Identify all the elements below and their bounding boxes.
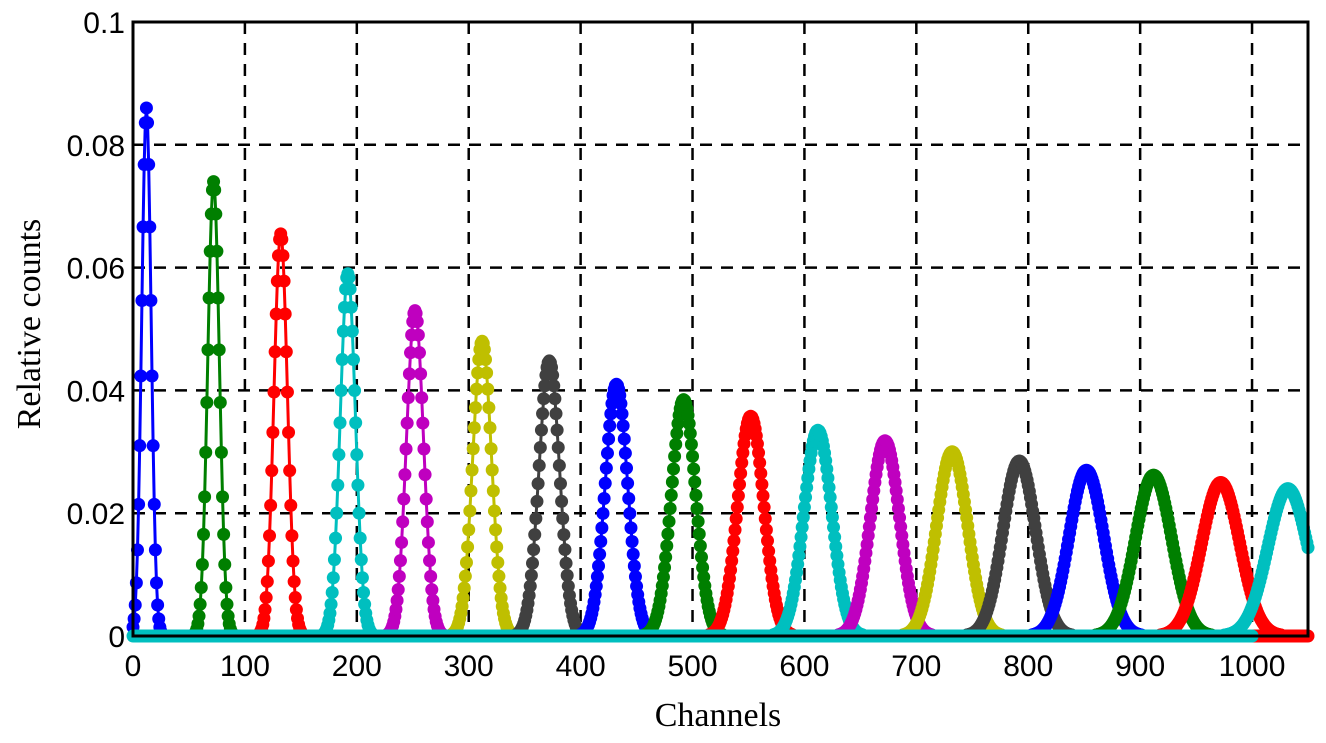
x-tick-label: 1000	[1219, 650, 1286, 683]
y-axis-ticks: 0 0.02 0.04 0.06 0.08 0.1	[67, 7, 125, 654]
plot-series	[126, 101, 1315, 643]
y-tick-label: 0.08	[67, 130, 125, 163]
x-tick-label: 800	[1003, 650, 1053, 683]
series-peak-5	[381, 304, 449, 641]
x-tick-label: 200	[332, 650, 382, 683]
x-tick-label: 300	[444, 650, 494, 683]
x-axis-ticks: 0 100 200 300 400 500 600 700 800 900 1000	[125, 650, 1286, 683]
series-peak-8	[574, 377, 659, 641]
x-axis-label: Channels	[655, 697, 782, 734]
y-axis-label: Relative counts	[11, 219, 48, 430]
y-tick-label: 0.04	[67, 375, 125, 408]
series-peak-4	[316, 267, 379, 641]
series-peak-6	[445, 334, 519, 641]
y-tick-label: 0.06	[67, 253, 125, 286]
y-tick-label: 0.1	[83, 7, 125, 40]
series-peak-15	[1025, 463, 1148, 642]
x-tick-label: 900	[1115, 650, 1165, 683]
series-peak-7	[510, 354, 589, 641]
x-tick-label: 100	[220, 650, 270, 683]
y-tick-label: 0.02	[67, 498, 125, 531]
series-peak-9	[637, 393, 730, 642]
y-tick-label: 0	[108, 621, 125, 654]
x-tick-label: 500	[667, 650, 717, 683]
series-peak-3	[252, 227, 309, 640]
series-peak-2	[188, 175, 240, 641]
plot-frame	[131, 20, 1310, 638]
x-tick-label: 600	[779, 650, 829, 683]
x-tick-label: 0	[125, 650, 142, 683]
x-tick-label: 700	[891, 650, 941, 683]
series-peak-18	[1217, 482, 1315, 642]
x-tick-label: 400	[556, 650, 606, 683]
